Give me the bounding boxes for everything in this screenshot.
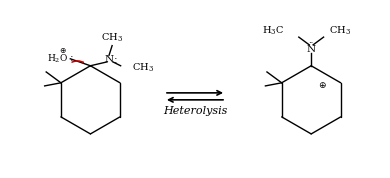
Text: ··: ·· bbox=[308, 39, 314, 47]
Text: ⊕: ⊕ bbox=[59, 46, 66, 55]
Text: $\mathdefault{CH_3}$: $\mathdefault{CH_3}$ bbox=[330, 25, 351, 37]
Text: :: : bbox=[69, 53, 73, 63]
Text: $\mathdefault{CH_3}$: $\mathdefault{CH_3}$ bbox=[101, 31, 123, 44]
Text: Heterolysis: Heterolysis bbox=[163, 106, 227, 116]
Text: :: : bbox=[114, 55, 118, 65]
FancyArrowPatch shape bbox=[72, 61, 83, 62]
Text: $\mathdefault{H_3C}$: $\mathdefault{H_3C}$ bbox=[262, 25, 284, 37]
Text: $\mathdefault{H_2O}$: $\mathdefault{H_2O}$ bbox=[47, 52, 68, 65]
Text: $\mathdefault{CH_3}$: $\mathdefault{CH_3}$ bbox=[132, 61, 154, 74]
Text: ⊕: ⊕ bbox=[318, 81, 326, 90]
Text: N: N bbox=[307, 45, 316, 54]
Text: N: N bbox=[105, 56, 113, 64]
